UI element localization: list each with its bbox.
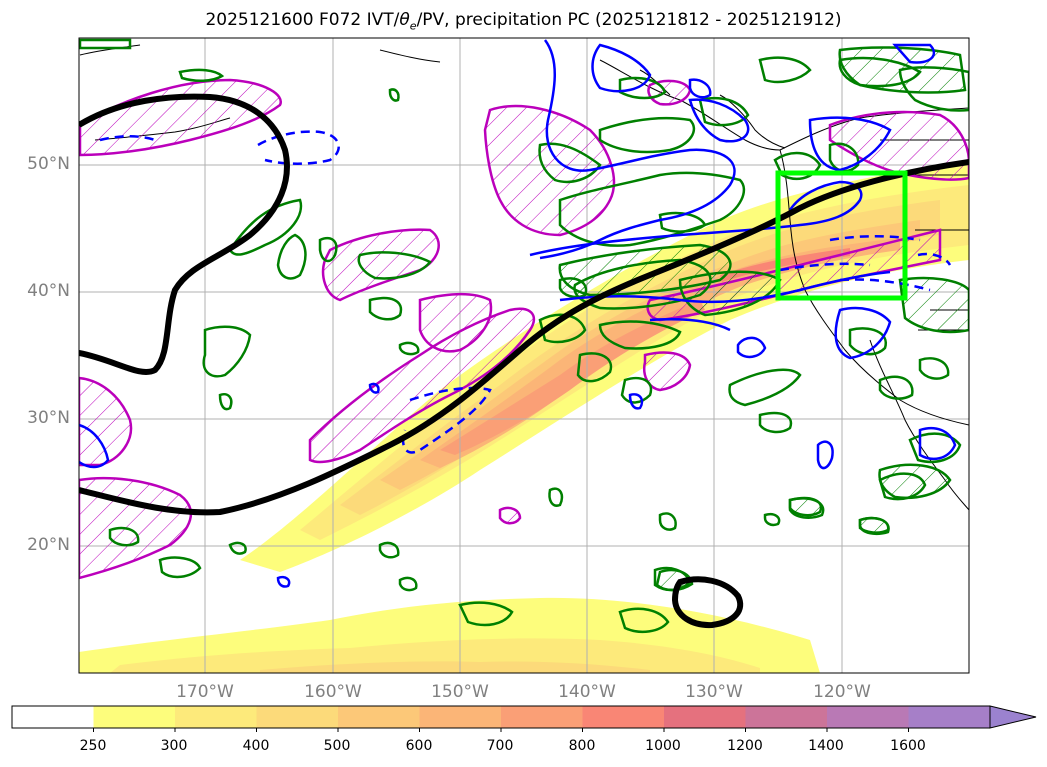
lat-label-40n: 40°N	[27, 281, 70, 301]
pv-dashed-contours	[99, 130, 952, 454]
target-region-box	[775, 170, 908, 301]
colorbar-segment-10	[827, 706, 909, 728]
colorbar-segment-5	[419, 706, 502, 728]
colorbar-label-800: 800	[568, 738, 596, 754]
colorbar-label-300: 300	[160, 738, 188, 754]
colorbar-segment-1	[93, 706, 176, 728]
colorbar-extend-triangle	[989, 705, 1037, 729]
colorbar-segment-8	[664, 706, 746, 728]
colorbar	[11, 705, 1037, 732]
lat-label-50n: 50°N	[27, 154, 70, 174]
lon-label-160w: 160°W	[304, 682, 362, 702]
lon-label-140w: 140°W	[558, 682, 616, 702]
lat-label-20n: 20°N	[27, 535, 70, 555]
lat-label-30n: 30°N	[27, 408, 70, 428]
lon-label-170w: 170°W	[176, 682, 234, 702]
jet-axis-contours	[79, 93, 969, 629]
chart-title: 2025121600 F072 IVT/θe/PV, precipitation…	[205, 10, 842, 33]
pv-solid-contours	[79, 39, 957, 588]
colorbar-label-1200: 1200	[727, 738, 763, 754]
lon-label-150w: 150°W	[431, 682, 489, 702]
colorbar-label-500: 500	[323, 738, 351, 754]
colorbar-label-1400: 1400	[808, 738, 844, 754]
colorbar-label-1600: 1600	[890, 738, 926, 754]
colorbar-segment-11	[908, 706, 991, 728]
lon-label-130w: 130°W	[685, 682, 743, 702]
map-frame	[78, 37, 970, 674]
colorbar-label-400: 400	[242, 738, 270, 754]
colorbar-segment-2	[175, 706, 257, 728]
southern-precip-band	[79, 597, 820, 673]
colorbar-segment-3	[256, 706, 339, 728]
colorbar-segment-0	[12, 706, 94, 728]
colorbar-label-250: 250	[79, 738, 107, 754]
colorbar-label-600: 600	[405, 738, 433, 754]
colorbar-segment-9	[745, 706, 828, 728]
lon-label-120w: 120°W	[813, 682, 871, 702]
colorbar-label-700: 700	[486, 738, 514, 754]
colorbar-segment-7	[582, 706, 665, 728]
colorbar-segment-4	[338, 706, 420, 728]
colorbar-segment-6	[501, 706, 583, 728]
colorbar-label-1000: 1000	[645, 738, 681, 754]
